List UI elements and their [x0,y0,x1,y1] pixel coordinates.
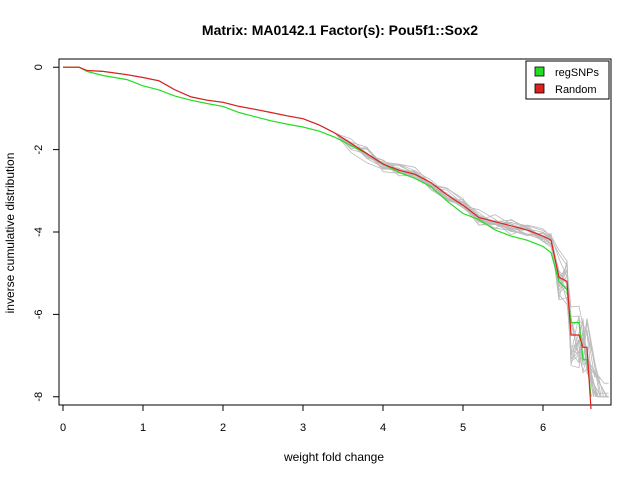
background-run-line [63,66,609,398]
x-tick-label: 0 [60,422,66,434]
x-tick-label: 4 [380,422,386,434]
series-layer [63,66,592,410]
background-run-line [63,66,609,397]
legend-label-random: Random [555,84,597,96]
background-run-line [63,66,607,397]
y-tick-label: -2 [33,145,45,155]
background-run-line [63,66,609,398]
background-run-line [63,66,609,398]
legend: regSNPs Random [525,60,610,100]
x-tick-label: 3 [300,422,306,434]
legend-label-regsnps: regSNPs [555,67,600,79]
legend-swatch-regsnps [534,66,545,77]
x-axis: 0 1 2 3 4 5 6 [60,404,546,434]
legend-swatch-random [534,83,545,94]
background-runs [63,66,609,398]
y-tick-label: -6 [33,309,45,319]
y-axis-label: inverse cumulative distribution [3,153,17,314]
x-tick-label: 1 [140,422,146,434]
series-line-random [63,66,592,410]
x-tick-label: 2 [220,422,226,434]
y-tick-label: -4 [33,227,45,237]
background-run-line [63,66,596,378]
background-run-line [63,66,609,398]
y-tick-label: -8 [33,392,45,402]
background-run-line [63,66,601,380]
x-tick-label: 5 [460,422,466,434]
chart-title: Matrix: MA0142.1 Factor(s): Pou5f1::Sox2 [202,22,478,38]
x-tick-label: 6 [540,422,546,434]
x-axis-label: weight fold change [283,450,384,464]
y-axis: 0 -2 -4 -6 -8 [33,64,60,402]
plot-frame [58,58,612,406]
y-tick-label: 0 [33,64,45,70]
